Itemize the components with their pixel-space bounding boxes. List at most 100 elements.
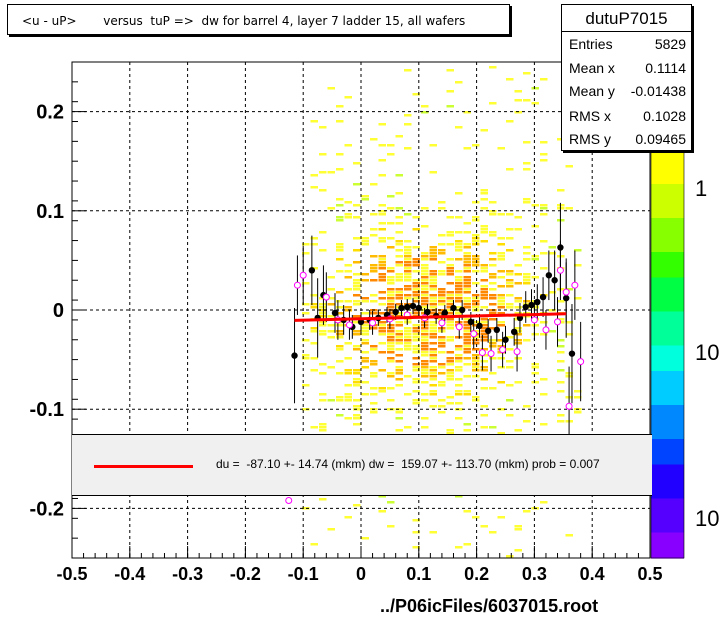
heatmap-cell: [370, 255, 378, 258]
heatmap-cell: [523, 282, 531, 285]
heatmap-cell: [378, 291, 386, 294]
heatmap-cell: [438, 363, 446, 366]
heatmap-cell: [378, 204, 386, 207]
heatmap-cell: [378, 210, 386, 213]
heatmap-cell: [557, 189, 565, 192]
heatmap-cell: [395, 360, 403, 363]
heatmap-cell: [353, 345, 361, 348]
heatmap-cell: [319, 324, 327, 327]
heatmap-cell: [446, 297, 454, 300]
heatmap-cell: [361, 330, 369, 333]
heatmap-cell: [472, 216, 480, 219]
heatmap-cell: [514, 342, 522, 345]
heatmap-cell: [557, 318, 565, 321]
heatmap-cell: [472, 321, 480, 324]
heatmap-cell: [421, 267, 429, 270]
stat-row-rms-y: RMS y 0.09465: [562, 128, 691, 151]
heatmap-cell: [455, 216, 463, 219]
heatmap-cell: [438, 297, 446, 300]
heatmap-cell: [404, 258, 412, 261]
heatmap-cell: [472, 300, 480, 303]
heatmap-cell: [472, 282, 480, 285]
heatmap-cell: [344, 393, 352, 396]
heatmap-cell: [523, 246, 531, 249]
heatmap-cell: [370, 294, 378, 297]
heatmap-cell: [514, 90, 522, 93]
heatmap-cell: [497, 300, 505, 303]
profile-point-magenta: [455, 323, 463, 331]
heatmap-cell: [310, 327, 318, 330]
heatmap-cell: [463, 429, 471, 432]
stat-label: Mean x: [569, 60, 615, 76]
heatmap-cell: [497, 237, 505, 240]
heatmap-cell: [540, 321, 548, 324]
heatmap-cell: [353, 369, 361, 372]
heatmap-cell: [319, 153, 327, 156]
heatmap-cell: [404, 297, 412, 300]
heatmap-cell: [344, 216, 352, 219]
heatmap-cell: [463, 339, 471, 342]
heatmap-cell: [361, 324, 369, 327]
heatmap-cell: [387, 312, 395, 315]
heatmap-cell: [531, 381, 539, 384]
heatmap-cell: [455, 285, 463, 288]
heatmap-cell: [472, 243, 480, 246]
heatmap-cell: [489, 273, 497, 276]
profile-point-magenta: [369, 319, 377, 327]
heatmap-cell: [370, 360, 378, 363]
heatmap-cell: [514, 339, 522, 342]
color-scale-segment: [651, 260, 684, 270]
stat-value: 0.1028: [643, 108, 686, 124]
heatmap-cell: [480, 294, 488, 297]
heatmap-cell: [387, 300, 395, 303]
heatmap-cell: [506, 360, 514, 363]
heatmap-cell: [336, 324, 344, 327]
heatmap-cell: [421, 426, 429, 429]
heatmap-cell: [361, 273, 369, 276]
stat-value: 5829: [654, 36, 686, 52]
heatmap-cell: [378, 273, 386, 276]
stats-name: dutuP7015: [562, 5, 691, 32]
color-scale-segment: [651, 158, 684, 168]
heatmap-cell: [378, 276, 386, 279]
heatmap-cell: [557, 360, 565, 363]
heatmap-cell: [472, 354, 480, 357]
heatmap-cell: [336, 198, 344, 201]
heatmap-cell: [395, 369, 403, 372]
profile-point-black: [450, 304, 457, 312]
x-tick-label: 0: [356, 564, 366, 584]
profile-point-black: [424, 308, 431, 316]
heatmap-cell: [404, 345, 412, 348]
heatmap-cell: [540, 204, 548, 207]
fit-legend-text: du = -87.10 +- 14.74 (mkm) dw = 159.07 +…: [216, 457, 600, 471]
heatmap-cell: [421, 342, 429, 345]
heatmap-cell: [540, 213, 548, 216]
heatmap-cell: [412, 402, 420, 405]
heatmap-cell: [327, 315, 335, 318]
heatmap-cell: [353, 216, 361, 219]
heatmap-cell: [523, 339, 531, 342]
heatmap-cell: [395, 276, 403, 279]
heatmap-cell: [336, 330, 344, 333]
heatmap-cell: [302, 339, 310, 342]
heatmap-cell: [463, 330, 471, 333]
heatmap-cell: [395, 231, 403, 234]
heatmap-cell: [412, 357, 420, 360]
heatmap-cell: [319, 330, 327, 333]
heatmap-cell: [429, 531, 437, 534]
heatmap-cell: [429, 378, 437, 381]
heatmap-cell: [497, 321, 505, 324]
heatmap-cell: [361, 237, 369, 240]
heatmap-cell: [421, 306, 429, 309]
heatmap-cell: [463, 267, 471, 270]
heatmap-cell: [361, 195, 369, 198]
color-scale-label: 10: [695, 506, 719, 531]
heatmap-cell: [336, 360, 344, 363]
heatmap-cell: [472, 255, 480, 258]
color-scale-segment: [651, 507, 684, 517]
heatmap-cell: [497, 312, 505, 315]
heatmap-cell: [361, 381, 369, 384]
heatmap-cell: [446, 357, 454, 360]
heatmap-cell: [480, 318, 488, 321]
heatmap-cell: [421, 291, 429, 294]
